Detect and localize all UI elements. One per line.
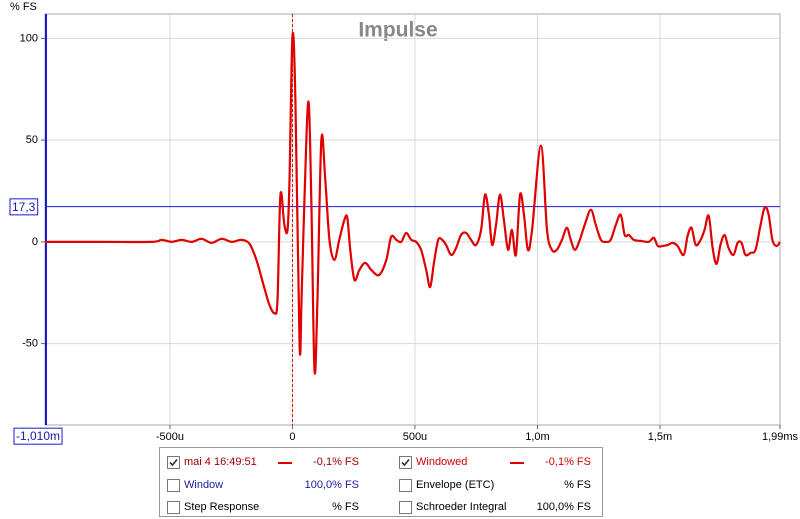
x-tick-label: 500u [403, 431, 427, 443]
legend-item: Window 100,0% FS [167, 478, 359, 493]
x-tick-label: 1,5m [648, 431, 672, 443]
legend-name: Windowed [416, 456, 468, 468]
y-tick-label: 0 [32, 236, 38, 248]
legend-name: Envelope (ETC) [416, 478, 495, 491]
legend-value: -0,1% FS [545, 456, 591, 468]
checkbox[interactable] [399, 478, 412, 492]
legend-name: Window [184, 478, 224, 491]
checkbox[interactable] [167, 478, 180, 492]
legend-item: Envelope (ETC) % FS [399, 478, 591, 493]
checkbox[interactable] [399, 456, 412, 469]
x-tick-label: 1,99ms [762, 431, 799, 443]
legend-line [510, 462, 524, 464]
y-axis-label: % FS [10, 1, 37, 13]
y-tick-label: 100 [20, 32, 38, 44]
legend-item: Schroeder Integral 100,0% FS [399, 501, 591, 515]
cursor-label: 17,3 [12, 200, 36, 214]
chart-title: Impulse [358, 19, 437, 42]
cursor-label-box [13, 427, 63, 445]
legend-item: Windowed -0,1% FS [399, 456, 591, 470]
x-tick-label: 1,0m [525, 431, 549, 443]
legend-name: mai 4 16:49:51 [184, 456, 257, 468]
cursor-label: -1,010m [16, 429, 60, 443]
series-line [44, 31, 781, 375]
legend-name: Schroeder Integral [416, 501, 507, 513]
legend-name: Step Response [184, 501, 260, 513]
legend-item: mai 4 16:49:51 -0,1% FS [167, 456, 359, 470]
y-tick-label: 50 [26, 134, 38, 146]
x-tick-label: -500u [156, 431, 184, 443]
legend-value: % FS [564, 478, 591, 491]
checkbox[interactable] [167, 501, 180, 514]
chart: % FS Impulse -50 0 50 100 -500u 0 500u 1,0m 1,5m… [9, 1, 799, 445]
legend-value: % FS [332, 501, 359, 513]
checkbox[interactable] [399, 501, 412, 514]
check [401, 458, 410, 467]
check [169, 458, 178, 467]
x-tick-label: 0 [289, 431, 295, 443]
legend-item: Step Response % FS [167, 501, 359, 515]
legend-value: -0,1% FS [313, 456, 359, 468]
legend-value: 100,0% FS [304, 478, 359, 491]
legend: mai 4 16:49:51 -0,1% FS Windowed -0,1% FS Wi… [159, 447, 603, 517]
legend-line [278, 462, 292, 464]
legend-value: 100,0% FS [536, 501, 591, 513]
plot-area [44, 13, 781, 426]
y-tick-label: -50 [22, 338, 38, 350]
checkbox[interactable] [167, 456, 180, 469]
cursor-label-box [9, 198, 39, 216]
